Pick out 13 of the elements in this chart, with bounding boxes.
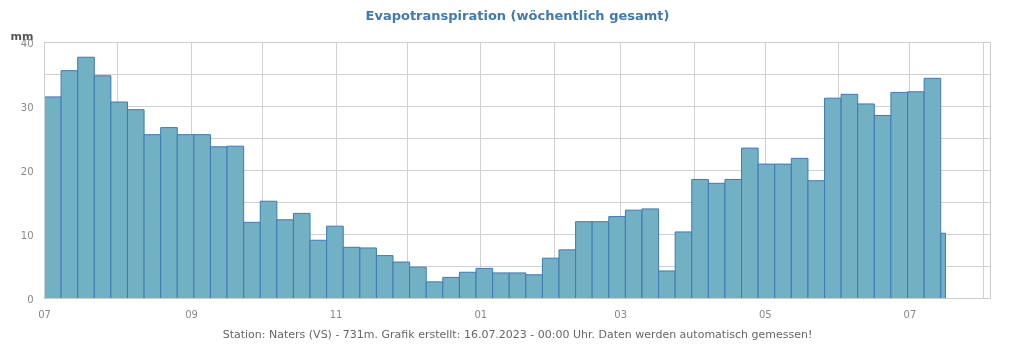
- chart-title: Evapotranspiration (wöchentlich gesamt): [365, 7, 670, 23]
- y-tick-label: 20: [20, 165, 34, 177]
- x-tick-label: 11: [329, 308, 343, 320]
- x-tick-label: 03: [614, 308, 628, 320]
- text: Station: Naters (VS) - 731m. Grafik erstellt: 16.07.2023 - 00:00 Uhr. Daten werden automatisch gemessen!: [222, 327, 813, 341]
- x-tick-label: 05: [758, 308, 772, 320]
- x-tick-label: 07: [38, 308, 51, 320]
- x-tick-label: 01: [474, 308, 488, 320]
- x-tick-label: 07: [903, 308, 917, 320]
- y-tick-label: 30: [20, 101, 34, 113]
- y-tick-label: 0: [27, 293, 34, 305]
- y-tick-label: 10: [20, 229, 34, 241]
- x-tick-label: 09: [185, 308, 198, 320]
